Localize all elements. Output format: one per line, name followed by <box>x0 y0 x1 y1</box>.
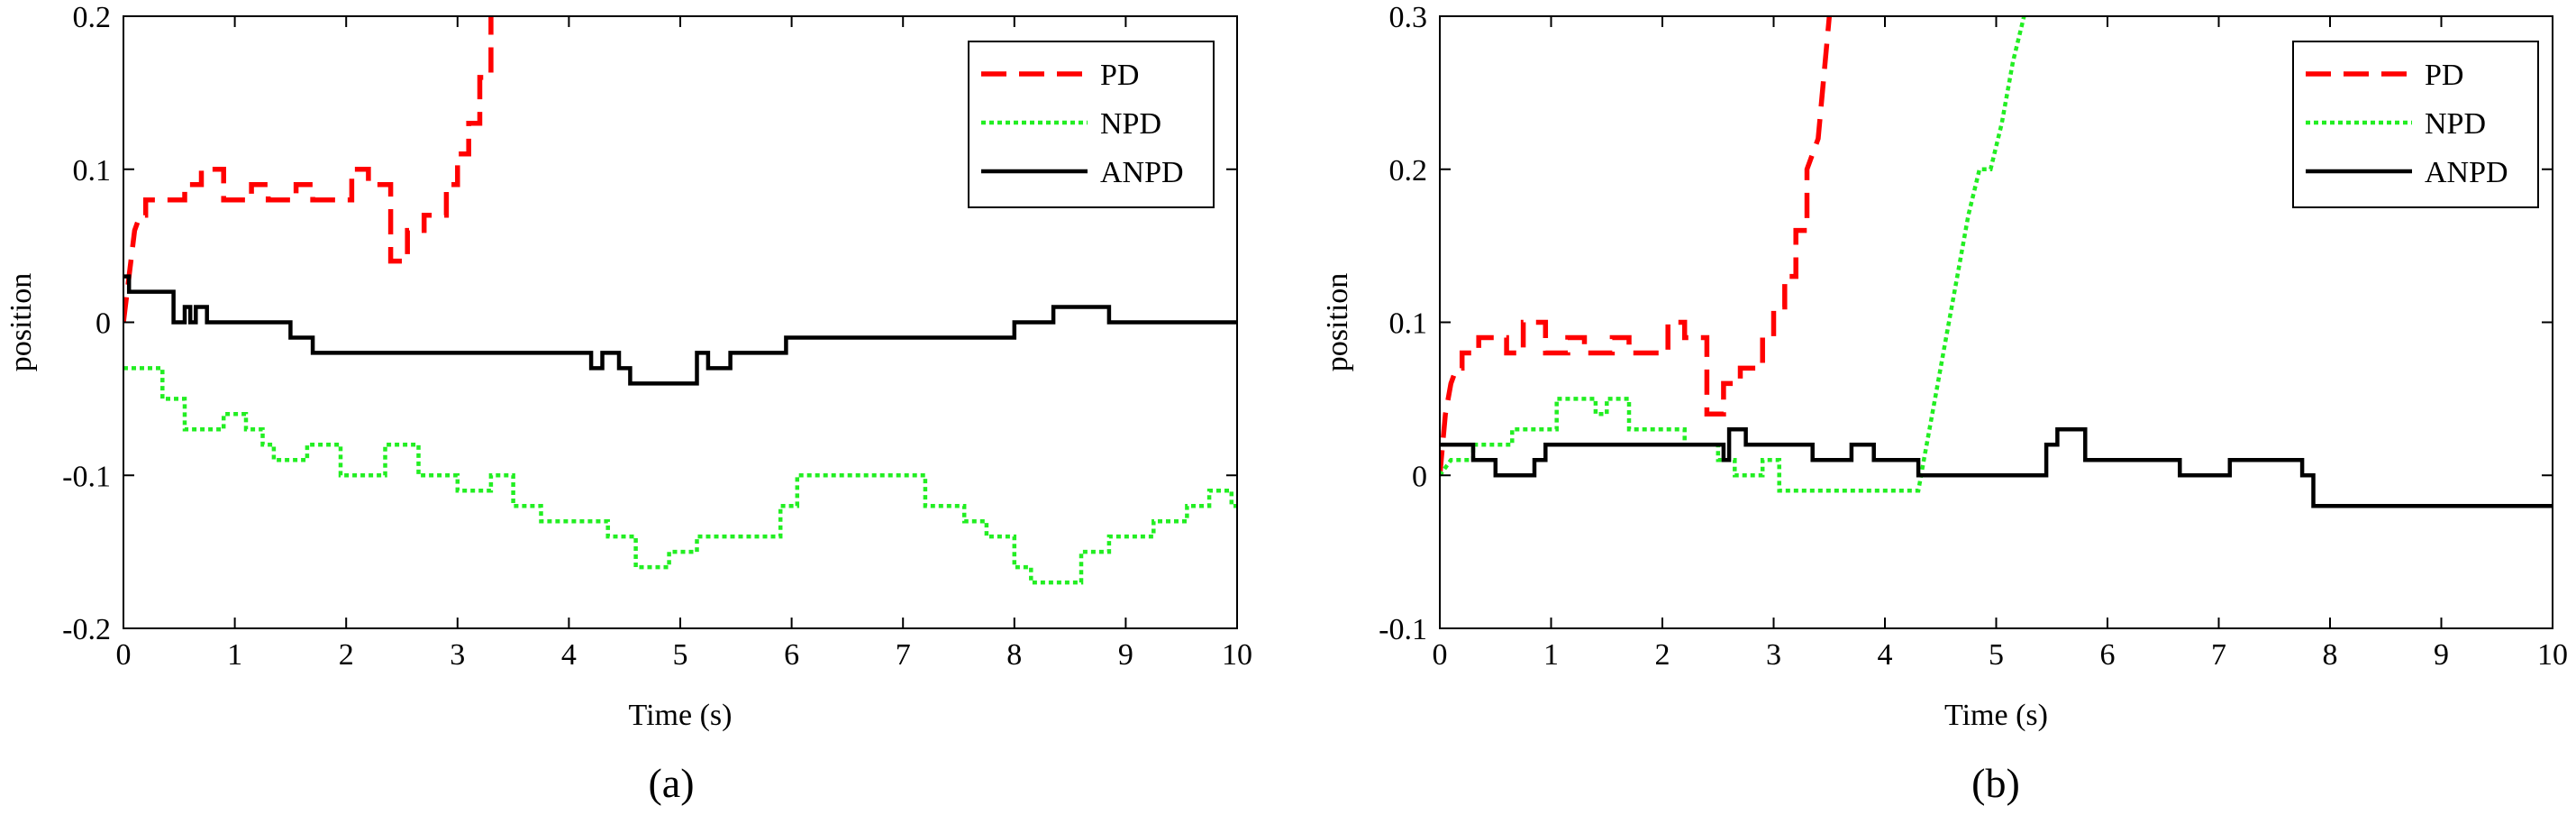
legend-label-pd: PD <box>2425 59 2463 92</box>
x-tick-label: 6 <box>2100 638 2116 672</box>
panel-a: 0 1 2 3 4 5 6 7 8 9 10 -0.2 -0.1 0 0.1 0.2 Time (s) posit… <box>5 1 1252 806</box>
x-tick-label: 7 <box>896 638 911 672</box>
y-tick-label: 0.1 <box>1389 307 1428 341</box>
y-tick-label: -0.1 <box>62 460 111 493</box>
x-tick-label: 6 <box>784 638 799 672</box>
y-axis-label: position <box>5 273 38 372</box>
legend: PD NPD ANPD <box>2292 41 2539 208</box>
legend-label-npd: NPD <box>1100 107 1161 141</box>
x-tick-label: 8 <box>1006 638 1022 672</box>
x-tick-label: 3 <box>450 638 465 672</box>
y-tick-label: 0 <box>1412 460 1427 493</box>
x-tick-label: 5 <box>673 638 688 672</box>
y-tick-label: -0.2 <box>62 613 111 646</box>
series-lines <box>123 16 1237 585</box>
y-tick-label: 0.2 <box>73 1 112 34</box>
x-tick-label: 2 <box>339 638 354 672</box>
panel-caption: (b) <box>1971 760 2020 806</box>
x-tick-label: 7 <box>2211 638 2226 672</box>
legend: PD NPD ANPD <box>968 41 1215 208</box>
y-axis-label: position <box>1321 273 1354 372</box>
series-line-npd <box>123 366 1237 585</box>
y-tick-label: 0 <box>96 307 111 341</box>
legend-label-anpd: ANPD <box>2425 156 2508 189</box>
series-line-pd <box>1440 16 1833 476</box>
x-tick-label: 4 <box>1878 638 1893 672</box>
legend-label-npd: NPD <box>2425 107 2486 141</box>
series-line-pd <box>123 16 494 323</box>
x-axis-label: Time (s) <box>629 699 733 732</box>
x-tick-label: 9 <box>1118 638 1133 672</box>
legend-label-pd: PD <box>1100 59 1139 92</box>
series-lines <box>1440 16 2553 508</box>
x-tick-label: 2 <box>1655 638 1670 672</box>
y-tick-label: 0.3 <box>1389 1 1428 34</box>
series-line-anpd <box>123 274 1237 386</box>
y-tick-label: 0.1 <box>73 154 112 188</box>
panel-caption: (a) <box>648 760 694 806</box>
x-tick-label: 9 <box>2434 638 2449 672</box>
series-line-anpd <box>1440 427 2553 508</box>
y-tick-label: 0.2 <box>1389 154 1428 188</box>
x-tick-label: 1 <box>227 638 242 672</box>
x-tick-label: 0 <box>1433 638 1448 672</box>
y-tick-label: -0.1 <box>1379 613 1427 646</box>
x-tick-label: 5 <box>1989 638 2004 672</box>
series-line-npd <box>1440 16 2026 493</box>
legend-label-anpd: ANPD <box>1100 156 1184 189</box>
x-tick-label: 8 <box>2323 638 2338 672</box>
x-axis-label: Time (s) <box>1944 699 2048 732</box>
x-tick-label: 10 <box>1222 638 1252 672</box>
x-tick-label: 1 <box>1543 638 1559 672</box>
x-tick-label: 10 <box>2537 638 2568 672</box>
x-tick-label: 3 <box>1766 638 1781 672</box>
x-tick-label: 0 <box>116 638 132 672</box>
x-tick-label: 4 <box>561 638 577 672</box>
